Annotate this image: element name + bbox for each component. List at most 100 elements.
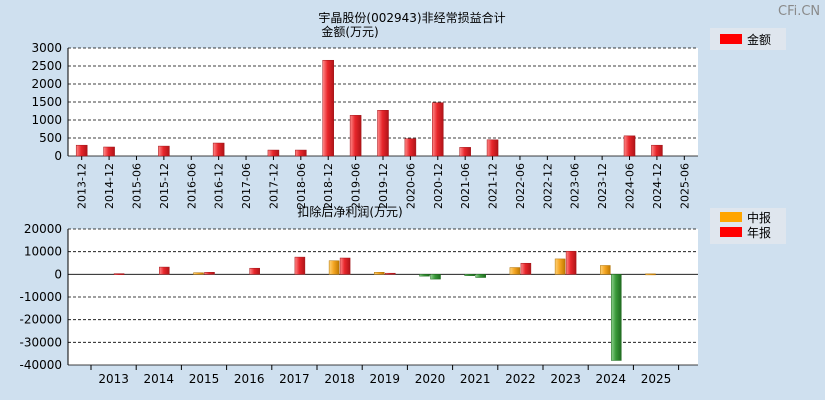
chart1-y-tick-label: 2000 [31,77,62,91]
chart1-x-tick-label: 2019-12 [377,163,390,209]
chart2-bar-年报-2015 [204,272,215,275]
chart1-bar-2020-12 [432,102,444,157]
chart1-bar-2013-12 [75,144,88,157]
chart1-bar-2024-12 [651,144,663,157]
chart1-x-tick-label: 2023-12 [596,163,609,209]
chart2-bar-年报-2013 [113,273,125,275]
chart1-legend-swatch [720,34,742,44]
chart1-x-tick-label: 2014-12 [103,163,116,209]
chart1-bar-2021-06 [459,147,471,157]
chart2-title: 扣除后净利润(万元) [297,204,402,219]
chart1-x-tick-label: 2022-06 [514,163,527,209]
chart1-x-tick-label: 2022-12 [541,163,554,209]
chart2-legend-label-midyear: 中报 [747,210,771,225]
chart2-y-tick-labels: 20000 10000 0 -10000 -20000 -30000 -40000 [19,222,62,372]
chart1-x-tick-label: 2023-06 [569,163,582,209]
chart2-bar-中报-2025 [645,273,656,276]
chart1-bar-2019-12 [377,110,389,157]
chart2-x-tick-label: 2023 [550,372,581,386]
chart1-x-tick-label: 2013-12 [76,163,89,209]
chart2-x-tick-label: 2016 [234,372,265,386]
chart1-legend [710,28,786,50]
chart2-y-tick-label: -30000 [19,335,62,349]
chart2-x-tick-label: 2020 [415,372,446,386]
chart1-x-tick-label: 2016-12 [213,163,226,209]
chart1-x-tick-label: 2015-12 [158,163,171,209]
chart2-bar-中报-2024 [600,265,611,275]
chart1-bar-2015-12 [158,145,170,157]
chart2-bar-年报-2016 [249,267,260,275]
chart1-y-tick-label: 1000 [31,113,62,127]
watermark: CFi.CN [778,4,820,19]
chart2-x-tick-label: 2018 [324,372,355,386]
chart2-bar-年报-2022 [520,262,532,275]
chart2-legend-swatch-midyear [720,212,742,222]
chart1-legend-label: 金额 [747,32,771,47]
chart1-bars [75,59,663,157]
chart1-x-tick-label: 2024-06 [624,163,637,209]
chart2-bar-年报-2024 [611,274,622,361]
chart2-bar-中报-2018 [328,260,340,275]
chart2-bar-中报-2023 [554,258,566,275]
chart2-x-tick-label: 2013 [98,372,129,386]
chart1-x-tick-label: 2020-06 [404,163,417,209]
chart2-bar-中报-2019 [374,272,385,275]
chart2-bar-中报-2020 [419,274,430,277]
chart1-y-tick-label: 500 [39,131,62,145]
chart1-x-tick-label: 2021-12 [487,163,500,209]
chart2-bar-年报-2021 [475,274,486,278]
chart1-x-tick-label: 2025-06 [678,163,691,209]
chart1-x-tick-label: 2021-06 [459,163,472,209]
chart2-bar-中报-2015 [193,272,204,275]
chart1-bar-2019-06 [349,115,362,157]
chart2-y-tick-label: -10000 [19,290,62,304]
chart2-bar-年报-2014 [159,266,170,275]
chart2-y-tick-label: -40000 [19,358,62,372]
chart1-x-tick-labels: 2013-12 2014-12 2015-06 2015-12 2016-06 2016-… [76,163,692,209]
chart1-y-tick-label: 0 [54,149,62,163]
chart2-y-tick-label: 10000 [24,245,62,259]
chart1-x-tick-label: 2016-06 [185,163,198,209]
chart2-legend-label-annual: 年报 [747,225,771,240]
chart2-x-tick-label: 2022 [505,372,536,386]
chart2-x-tick-label: 2014 [144,372,175,386]
chart1-subtitle: 金额(万元) [321,24,378,39]
chart1-y-tick-label: 2500 [31,59,62,73]
chart1-bar-2020-06 [404,138,417,157]
chart1-bar-2017-12 [267,149,280,157]
chart2-x-tick-label: 2025 [641,372,672,386]
chart1-y-tick-label: 1500 [31,95,62,109]
chart2-y-tick-label: 0 [54,267,62,281]
chart1-x-tick-label: 2018-12 [322,163,335,209]
chart1: 宇晶股份(002943)非经常损益合计 金额(万元) 3000 2500 2000 1… [31,10,786,209]
chart2-x-tick-label: 2024 [596,372,627,386]
chart2-bar-年报-2017 [294,256,306,275]
chart2-bar-年报-2023 [565,250,577,275]
chart1-x-tick-label: 2017-06 [240,163,253,209]
chart2-bars [113,250,656,361]
chart1-bar-2016-12 [212,142,225,157]
chart2-x-tick-labels: 2013 2014 2015 2016 2017 2018 2019 2020 2021 2022… [98,372,671,386]
chart1-x-tick-label: 2018-06 [295,163,308,209]
chart2-bar-年报-2019 [385,272,396,275]
chart2-x-tick-label: 2015 [189,372,220,386]
chart1-y-tick-label: 3000 [31,41,62,55]
chart2-x-tick-label: 2019 [370,372,401,386]
chart2: 扣除后净利润(万元) 20000 10000 0 -10000 -20000 -30000… [19,204,786,386]
chart1-bar-2021-12 [486,139,499,157]
chart1-title: 宇晶股份(002943)非经常损益合计 [318,10,505,25]
chart2-bar-中报-2021 [464,274,475,276]
chart1-bar-2018-12 [322,59,334,157]
chart2-bar-年报-2020 [430,274,441,280]
chart1-y-tick-labels: 3000 2500 2000 1500 1000 500 0 [31,41,62,163]
chart2-x-tick-label: 2021 [460,372,491,386]
chart2-x-tick-label: 2017 [279,372,310,386]
chart1-x-tick-label: 2019-06 [350,163,363,209]
chart1-bar-2014-12 [103,146,115,157]
chart1-x-tick-label: 2024-12 [651,163,664,209]
chart1-x-tick-label: 2017-12 [267,163,280,209]
chart1-bar-2024-06 [623,135,636,157]
chart2-bar-中报-2022 [509,267,521,275]
chart2-y-tick-label: -20000 [19,313,62,327]
